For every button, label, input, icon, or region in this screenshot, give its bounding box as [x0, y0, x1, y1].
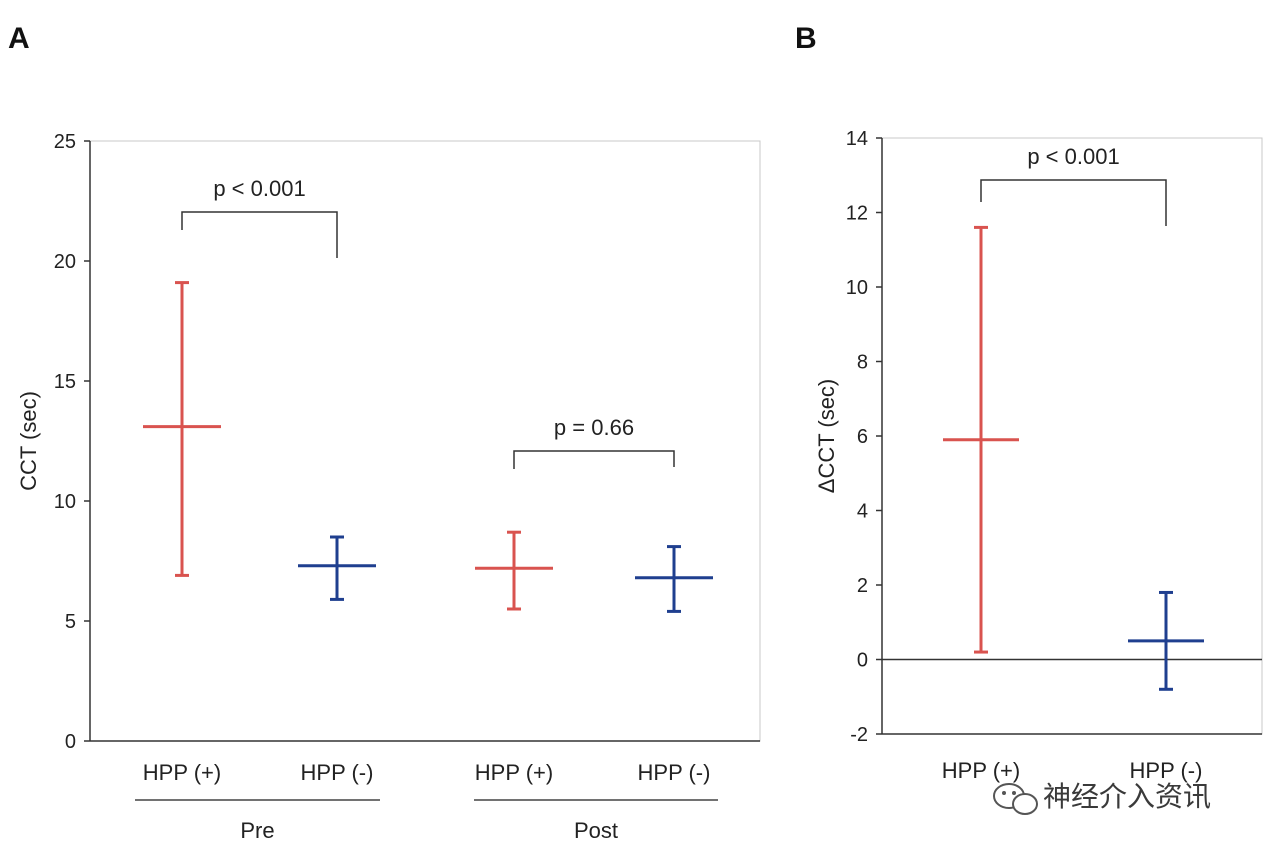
category-label: HPP (-) — [301, 760, 374, 785]
chart-panel-b: -2 0 2 4 6 8 10 12 14 ΔCCT (sec) HPP (+) HPP (-) p <… — [814, 128, 1263, 783]
panel-label-b: B — [795, 22, 817, 55]
group-label: Post — [574, 818, 618, 843]
significance-bracket — [513, 450, 675, 469]
y-tick-label: 6 — [857, 426, 868, 448]
error-bar-point — [298, 535, 376, 601]
significance-bracket — [980, 179, 1167, 226]
y-tick-label: 2 — [857, 575, 868, 597]
category-label: HPP (-) — [1130, 758, 1203, 783]
plot-frame — [89, 140, 761, 742]
error-bar-point — [475, 530, 553, 611]
wechat-icon — [993, 783, 1038, 815]
category-label: HPP (+) — [143, 760, 221, 785]
y-tick-label: 12 — [846, 203, 868, 225]
panel-label-a: A — [8, 22, 30, 55]
y-axis-title: CCT (sec) — [16, 391, 41, 491]
y-tick-label: 8 — [857, 352, 868, 374]
p-value-label: p < 0.001 — [1027, 144, 1119, 169]
y-tick-label: -2 — [850, 724, 868, 746]
watermark: 神经介入资讯 — [993, 780, 1211, 815]
plot-frame — [881, 137, 1263, 735]
category-label: HPP (+) — [942, 758, 1020, 783]
p-value-label: p = 0.66 — [554, 415, 634, 440]
y-tick-label: 0 — [65, 731, 76, 753]
chart-panel-a: 0 5 10 15 20 25 CCT (sec) HPP (+) HPP (-) HPP (+)… — [16, 131, 761, 843]
category-label: HPP (-) — [638, 760, 711, 785]
y-tick-label: 4 — [857, 501, 868, 523]
error-bar-point — [635, 545, 713, 613]
y-tick-label: 0 — [857, 650, 868, 672]
y-tick-label: 10 — [846, 277, 868, 299]
error-bar-point — [143, 281, 221, 577]
y-tick-label: 5 — [65, 611, 76, 633]
watermark-text: 神经介入资讯 — [1043, 780, 1211, 813]
significance-bracket — [181, 211, 338, 258]
p-value-label: p < 0.001 — [213, 176, 305, 201]
y-tick-label: 15 — [54, 371, 76, 393]
y-axis-title: ΔCCT (sec) — [814, 379, 839, 494]
error-bar-point — [1128, 590, 1204, 691]
category-label: HPP (+) — [475, 760, 553, 785]
group-label: Pre — [240, 818, 274, 843]
y-tick-label: 25 — [54, 131, 76, 153]
error-bar-point — [943, 225, 1019, 654]
y-tick-label: 14 — [846, 128, 868, 150]
y-tick-label: 10 — [54, 491, 76, 513]
y-tick-label: 20 — [54, 251, 76, 273]
